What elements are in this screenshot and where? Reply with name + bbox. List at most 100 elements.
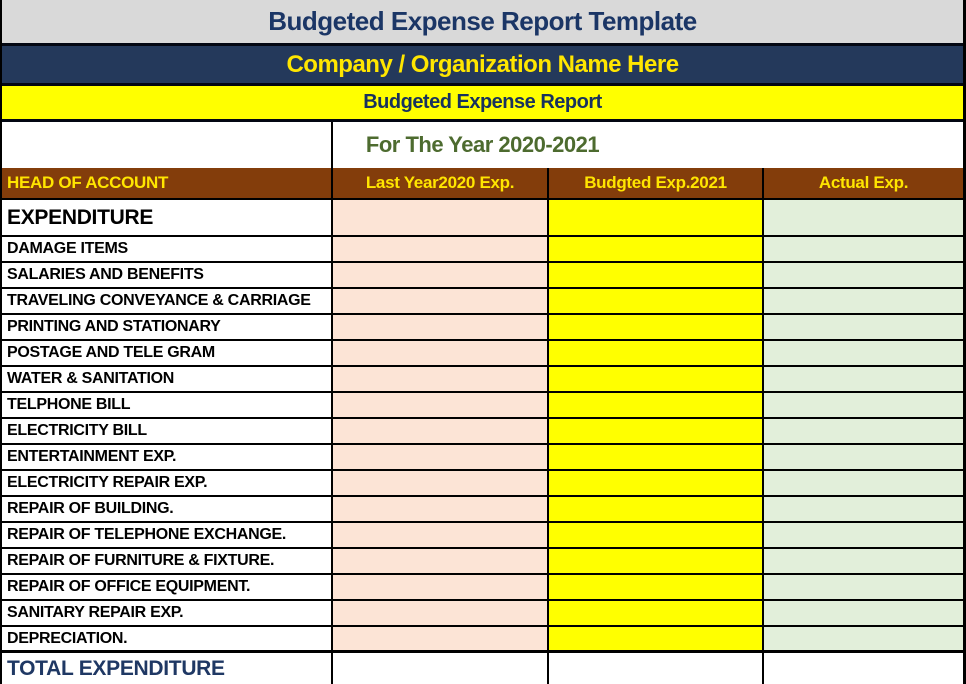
actual-value-cell[interactable] xyxy=(764,575,963,599)
expense-rows: DAMAGE ITEMS SALARIES AND BENEFITS TRAVELI… xyxy=(2,237,963,653)
table-row: REPAIR OF FURNITURE & FIXTURE. xyxy=(2,549,963,575)
budgeted-value-cell[interactable] xyxy=(549,627,764,650)
header-actual-exp: Actual Exp. xyxy=(818,173,909,192)
row-label: SALARIES AND BENEFITS xyxy=(2,263,333,287)
total-budgeted-cell[interactable] xyxy=(549,653,764,684)
last_year-value-cell[interactable] xyxy=(333,523,549,547)
budgeted-value-cell[interactable] xyxy=(549,549,764,573)
row-label: REPAIR OF TELEPHONE EXCHANGE. xyxy=(2,523,333,547)
row-label: TELPHONE BILL xyxy=(2,393,333,417)
budgeted-value-cell[interactable] xyxy=(549,601,764,625)
table-row: ELECTRICITY BILL xyxy=(2,419,963,445)
total-last-year-cell[interactable] xyxy=(333,653,549,684)
row-label: REPAIR OF OFFICE EQUIPMENT. xyxy=(2,575,333,599)
last_year-value-cell[interactable] xyxy=(333,549,549,573)
last_year-value-cell[interactable] xyxy=(333,237,549,261)
actual-value-cell[interactable] xyxy=(764,393,963,417)
budgeted-value-cell[interactable] xyxy=(549,367,764,391)
row-label: ELECTRICITY BILL xyxy=(2,419,333,443)
last_year-value-cell[interactable] xyxy=(333,471,549,495)
row-label: ENTERTAINMENT EXP. xyxy=(2,445,333,469)
row-label: SANITARY REPAIR EXP. xyxy=(2,601,333,625)
table-row: POSTAGE AND TELE GRAM xyxy=(2,341,963,367)
table-row: ELECTRICITY REPAIR EXP. xyxy=(2,471,963,497)
actual-value-cell[interactable] xyxy=(764,237,963,261)
budgeted-value-cell[interactable] xyxy=(549,575,764,599)
page-title: Budgeted Expense Report Template xyxy=(268,6,697,36)
actual-value-cell[interactable] xyxy=(764,289,963,313)
actual-value-cell[interactable] xyxy=(764,263,963,287)
section-label: EXPENDITURE xyxy=(2,200,333,235)
budgeted-value-cell[interactable] xyxy=(549,237,764,261)
budgeted-value-cell[interactable] xyxy=(549,393,764,417)
table-row: REPAIR OF BUILDING. xyxy=(2,497,963,523)
budgeted-value-cell[interactable] xyxy=(549,419,764,443)
budgeted-value-cell[interactable] xyxy=(549,341,764,365)
last_year-value-cell[interactable] xyxy=(333,419,549,443)
row-label: REPAIR OF FURNITURE & FIXTURE. xyxy=(2,549,333,573)
last_year-value-cell[interactable] xyxy=(333,627,549,650)
header-budgeted-exp: Budgted Exp.2021 xyxy=(549,168,764,198)
actual-value-cell[interactable] xyxy=(764,367,963,391)
actual-value-cell[interactable] xyxy=(764,549,963,573)
last_year-value-cell[interactable] xyxy=(333,393,549,417)
actual-value-cell[interactable] xyxy=(764,497,963,521)
budgeted-value-cell[interactable] xyxy=(549,315,764,339)
actual-value-cell[interactable] xyxy=(764,471,963,495)
last-year-value-cell[interactable] xyxy=(333,200,549,235)
table-row: SANITARY REPAIR EXP. xyxy=(2,601,963,627)
row-label: DEPRECIATION. xyxy=(2,627,333,650)
row-label: ELECTRICITY REPAIR EXP. xyxy=(2,471,333,495)
budgeted-value-cell[interactable] xyxy=(549,263,764,287)
report-title-bar: Budgeted Expense Report xyxy=(2,86,963,122)
period-bar: For The Year 2020-2021 xyxy=(2,122,963,168)
last_year-value-cell[interactable] xyxy=(333,367,549,391)
actual-value-cell[interactable] xyxy=(764,523,963,547)
last_year-value-cell[interactable] xyxy=(333,575,549,599)
budgeted-value-cell[interactable] xyxy=(549,289,764,313)
budgeted-value-cell[interactable] xyxy=(549,471,764,495)
row-label: PRINTING AND STATIONARY xyxy=(2,315,333,339)
row-label: DAMAGE ITEMS xyxy=(2,237,333,261)
table-row: SALARIES AND BENEFITS xyxy=(2,263,963,289)
table-row: PRINTING AND STATIONARY xyxy=(2,315,963,341)
company-name-bar: Company / Organization Name Here xyxy=(2,46,963,86)
table-row: DAMAGE ITEMS xyxy=(2,237,963,263)
last_year-value-cell[interactable] xyxy=(333,445,549,469)
header-last-year-exp: Last Year2020 Exp. xyxy=(333,168,549,198)
budgeted-value-cell[interactable] xyxy=(549,445,764,469)
table-header-row: HEAD OF ACCOUNT Last Year2020 Exp. Budgt… xyxy=(2,168,963,200)
expenditure-section-row: EXPENDITURE xyxy=(2,200,963,237)
row-label: POSTAGE AND TELE GRAM xyxy=(2,341,333,365)
last_year-value-cell[interactable] xyxy=(333,601,549,625)
row-label: WATER & SANITATION xyxy=(2,367,333,391)
actual-value-cell[interactable] xyxy=(764,601,963,625)
actual-value-cell[interactable] xyxy=(764,627,963,650)
last_year-value-cell[interactable] xyxy=(333,315,549,339)
budgeted-value-cell[interactable] xyxy=(549,200,764,235)
budgeted-value-cell[interactable] xyxy=(549,523,764,547)
actual-value-cell[interactable] xyxy=(764,445,963,469)
actual-value-cell[interactable] xyxy=(764,315,963,339)
company-name: Company / Organization Name Here xyxy=(286,50,679,78)
actual-value-cell[interactable] xyxy=(764,200,963,235)
page-title-bar: Budgeted Expense Report Template xyxy=(2,0,963,46)
column-divider-line xyxy=(331,122,333,168)
last_year-value-cell[interactable] xyxy=(333,341,549,365)
period-label: For The Year 2020-2021 xyxy=(365,132,600,157)
last_year-value-cell[interactable] xyxy=(333,263,549,287)
actual-value-cell[interactable] xyxy=(764,341,963,365)
total-actual-cell[interactable] xyxy=(764,653,963,684)
actual-value-cell[interactable] xyxy=(764,419,963,443)
row-label: REPAIR OF BUILDING. xyxy=(2,497,333,521)
last_year-value-cell[interactable] xyxy=(333,497,549,521)
last_year-value-cell[interactable] xyxy=(333,289,549,313)
total-expenditure-row: TOTAL EXPENDITURE xyxy=(2,653,963,684)
budgeted-value-cell[interactable] xyxy=(549,497,764,521)
table-row: TRAVELING CONVEYANCE & CARRIAGE xyxy=(2,289,963,315)
table-row: ENTERTAINMENT EXP. xyxy=(2,445,963,471)
total-label: TOTAL EXPENDITURE xyxy=(2,653,333,684)
header-head-of-account: HEAD OF ACCOUNT xyxy=(2,168,333,198)
table-row: WATER & SANITATION xyxy=(2,367,963,393)
